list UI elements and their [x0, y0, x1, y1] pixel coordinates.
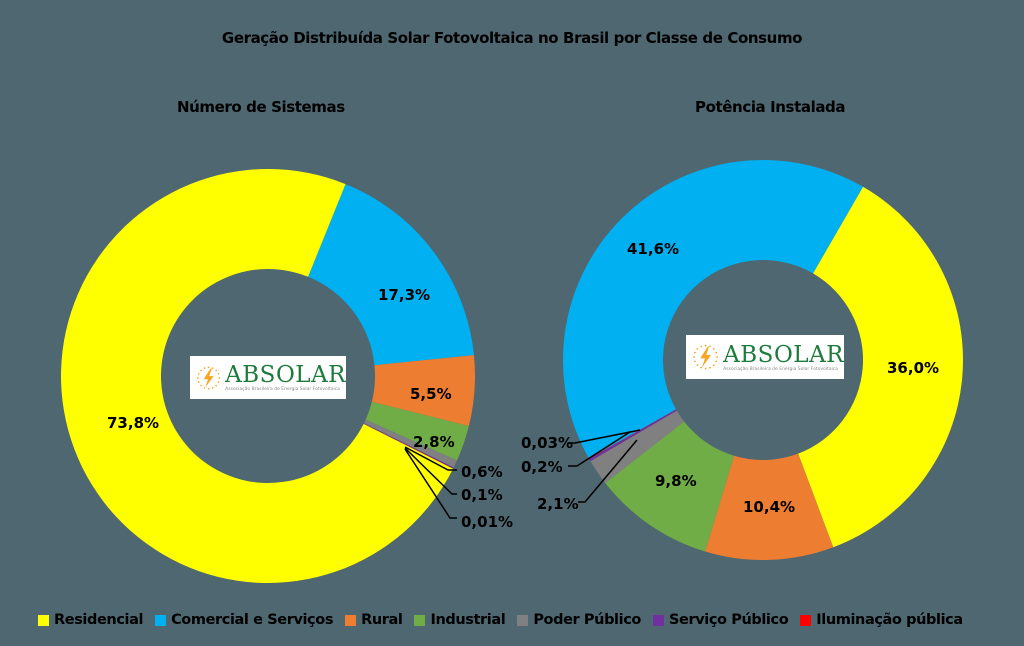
data-label: 2,1% [537, 495, 579, 513]
leader-lines [404, 429, 641, 519]
left-chart-title: Número de Sistemas [177, 98, 345, 116]
slice-rural [705, 453, 834, 560]
data-label: 2,8% [413, 433, 455, 451]
donut-installed-capacity [562, 159, 963, 560]
legend-item-iluminacao-publica: Iluminação pública [800, 612, 963, 628]
legend-swatch [155, 614, 167, 626]
legend-swatch [800, 614, 812, 626]
slice-serviço-público [589, 409, 677, 462]
legend-item-servico-publico: Serviço Público [652, 612, 789, 628]
legend-swatch [414, 614, 426, 626]
legend-label: Residencial [54, 612, 144, 628]
absolar-logo-right: ABSOLAR Associação Brasileira de Energia… [686, 335, 844, 379]
legend-item-comercial: Comercial e Serviços [155, 612, 333, 628]
legend-item-rural: Rural [345, 612, 403, 628]
leader-line [404, 446, 457, 471]
donut-number-of-systems [61, 168, 475, 584]
chart-title: Geração Distribuída Solar Fotovoltaica n… [221, 29, 803, 47]
legend-label: Comercial e Serviços [171, 612, 334, 628]
data-label: 0,03% [521, 434, 573, 452]
right-chart-title: Potência Instalada [695, 98, 846, 116]
slice-serviço-público [363, 423, 454, 469]
slice-industrial [605, 421, 735, 552]
slice-iluminação-pública [588, 409, 677, 460]
logo-tagline: Associação Brasileira de Energia Solar F… [723, 366, 839, 372]
slice-residencial [798, 186, 963, 548]
data-label: 10,4% [743, 498, 795, 516]
leader-line [404, 447, 457, 495]
legend-label: Serviço Público [668, 612, 789, 628]
legend-item-residencial: Residencial [38, 612, 143, 628]
legend-item-industrial: Industrial [414, 612, 506, 628]
slice-poder-público [363, 419, 458, 468]
logo-brand: ABSOLAR [225, 362, 346, 388]
data-label: 9,8% [655, 472, 697, 490]
sun-bolt-icon [693, 344, 719, 370]
legend-label: Industrial [430, 612, 506, 628]
data-label: 0,2% [521, 458, 563, 476]
data-labels: 73,8% 17,3% 5,5% 2,8% 0,6% 0,1% 0,01% 36,0% 41,6… [107, 240, 939, 531]
leader-line [568, 431, 631, 467]
logo-brand: ABSOLAR [723, 341, 844, 368]
leader-line [578, 439, 638, 503]
slice-residencial [61, 168, 454, 584]
data-label: 36,0% [887, 359, 939, 377]
legend-label: Rural [361, 612, 403, 628]
slice-comercial-e-serviços [562, 159, 863, 459]
data-label: 0,1% [461, 486, 503, 504]
data-label: 41,6% [627, 240, 679, 258]
slice-industrial [365, 401, 469, 461]
leader-line [568, 429, 641, 444]
logo-tagline: Associação Brasileira de Energia Solar F… [225, 387, 341, 392]
slice-poder-público [590, 410, 685, 483]
sun-bolt-icon [197, 365, 221, 390]
legend-item-poder-publico: Poder Público [517, 612, 641, 628]
data-label: 0,01% [461, 513, 513, 531]
legend-swatch [38, 614, 49, 626]
legend-label: Poder Público [533, 612, 641, 628]
legend-swatch [345, 614, 357, 626]
legend-swatch [652, 614, 664, 626]
legend-swatch [517, 614, 529, 626]
data-label: 0,6% [461, 463, 503, 481]
data-label: 17,3% [378, 286, 430, 304]
absolar-logo-left: ABSOLAR Associação Brasileira de Energia… [190, 356, 346, 399]
legend-label: Iluminação pública [816, 612, 963, 628]
slice-rural [371, 355, 475, 427]
data-label: 73,8% [107, 414, 159, 432]
data-label: 5,5% [410, 385, 452, 403]
slice-comercial-e-serviços [308, 184, 474, 366]
legend: Residencial Comercial e Serviços Rural I… [38, 612, 975, 628]
leader-line [404, 448, 457, 519]
